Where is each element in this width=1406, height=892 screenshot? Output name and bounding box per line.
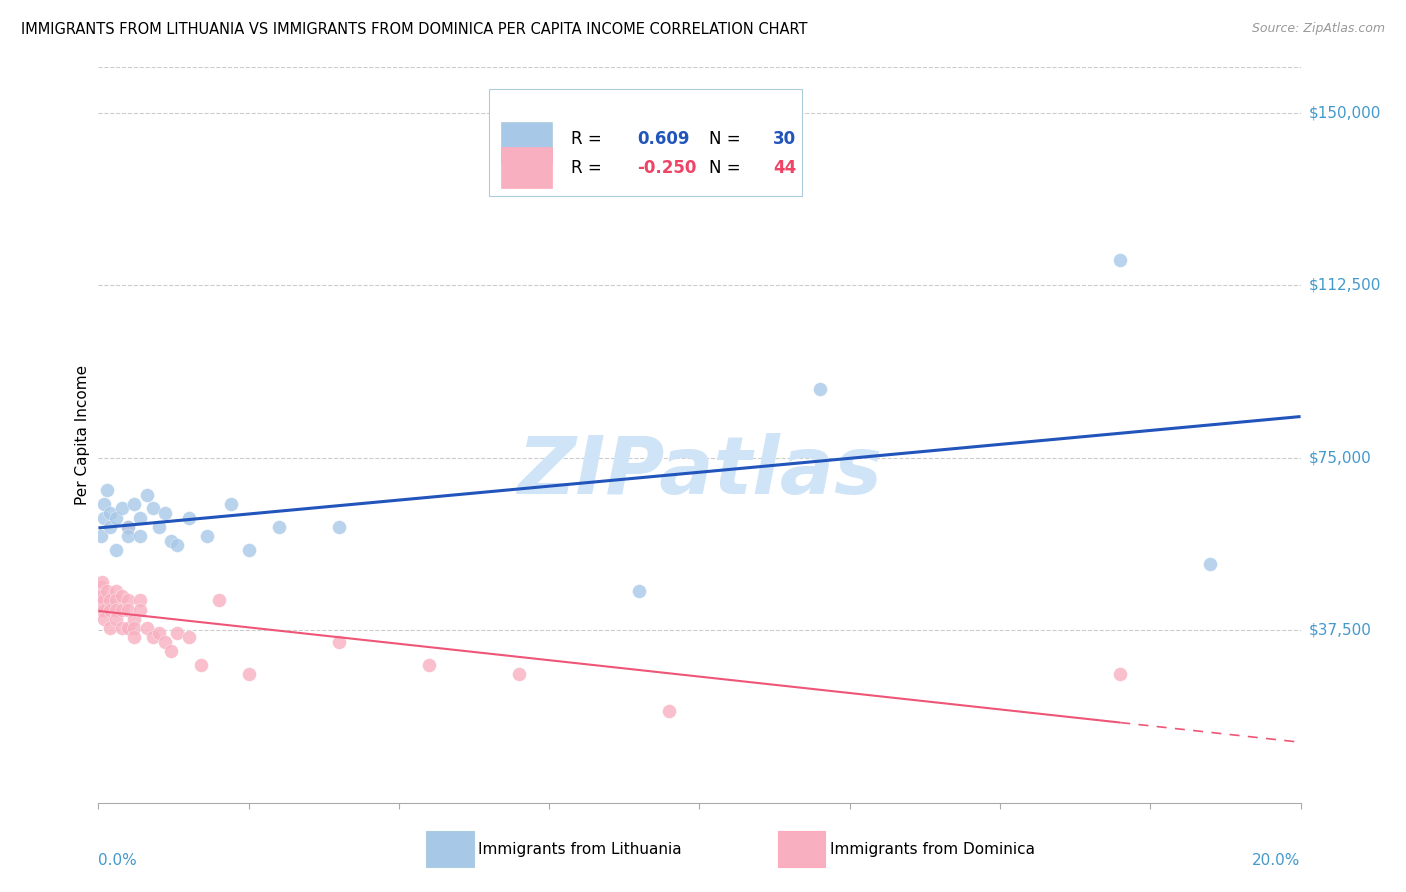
Point bbox=[141, 630, 163, 644]
Point bbox=[90, 589, 112, 603]
Text: 30: 30 bbox=[773, 129, 796, 148]
Point bbox=[105, 510, 128, 524]
Point bbox=[111, 621, 134, 635]
Point bbox=[124, 630, 146, 644]
Text: IMMIGRANTS FROM LITHUANIA VS IMMIGRANTS FROM DOMINICA PER CAPITA INCOME CORRELAT: IMMIGRANTS FROM LITHUANIA VS IMMIGRANTS … bbox=[21, 22, 807, 37]
Point bbox=[100, 621, 122, 635]
Point bbox=[808, 382, 831, 396]
Y-axis label: Per Capita Income: Per Capita Income bbox=[75, 365, 90, 505]
Point bbox=[1109, 253, 1132, 268]
Point bbox=[177, 510, 200, 524]
Point bbox=[129, 602, 152, 616]
Text: Immigrants from Lithuania: Immigrants from Lithuania bbox=[478, 842, 682, 856]
Point bbox=[93, 497, 115, 511]
Point bbox=[195, 529, 218, 543]
Point bbox=[117, 529, 139, 543]
Point bbox=[166, 538, 188, 552]
Point bbox=[89, 593, 111, 607]
Point bbox=[105, 593, 128, 607]
Point bbox=[508, 667, 530, 681]
Text: $112,500: $112,500 bbox=[1309, 278, 1381, 293]
FancyBboxPatch shape bbox=[501, 121, 551, 163]
Point bbox=[267, 520, 290, 534]
Text: 44: 44 bbox=[773, 159, 796, 177]
Text: Source: ZipAtlas.com: Source: ZipAtlas.com bbox=[1251, 22, 1385, 36]
Point bbox=[159, 533, 181, 548]
Point bbox=[111, 602, 134, 616]
Point bbox=[124, 612, 146, 626]
Text: Immigrants from Dominica: Immigrants from Dominica bbox=[830, 842, 1035, 856]
Point bbox=[190, 657, 212, 672]
Point bbox=[100, 602, 122, 616]
Point bbox=[117, 593, 139, 607]
Point bbox=[117, 520, 139, 534]
FancyBboxPatch shape bbox=[501, 147, 551, 188]
Point bbox=[153, 506, 176, 520]
Point bbox=[219, 497, 242, 511]
Text: 0.0%: 0.0% bbox=[98, 854, 138, 869]
Point bbox=[100, 593, 122, 607]
Point bbox=[93, 612, 115, 626]
Point bbox=[1199, 557, 1222, 571]
Text: 0.609: 0.609 bbox=[637, 129, 689, 148]
Point bbox=[129, 529, 152, 543]
Point bbox=[328, 520, 350, 534]
Point bbox=[177, 630, 200, 644]
Point bbox=[90, 529, 112, 543]
Text: 20.0%: 20.0% bbox=[1253, 854, 1301, 869]
Point bbox=[628, 584, 651, 599]
Point bbox=[91, 575, 114, 590]
Point bbox=[238, 667, 260, 681]
Point bbox=[96, 483, 118, 497]
Point bbox=[111, 589, 134, 603]
Text: $75,000: $75,000 bbox=[1309, 450, 1372, 466]
Text: R =: R = bbox=[571, 129, 607, 148]
Point bbox=[124, 497, 146, 511]
Point bbox=[141, 501, 163, 516]
Point bbox=[105, 542, 128, 557]
FancyBboxPatch shape bbox=[489, 89, 801, 195]
Point bbox=[93, 593, 115, 607]
Text: $37,500: $37,500 bbox=[1309, 623, 1372, 638]
Point bbox=[148, 625, 170, 640]
Text: N =: N = bbox=[709, 159, 747, 177]
Point bbox=[93, 510, 115, 524]
Point bbox=[238, 542, 260, 557]
Point bbox=[418, 657, 440, 672]
Text: ZIPatlas: ZIPatlas bbox=[517, 433, 882, 510]
Point bbox=[90, 602, 112, 616]
Point bbox=[135, 488, 157, 502]
Point bbox=[90, 580, 112, 594]
Point bbox=[117, 602, 139, 616]
Point bbox=[166, 625, 188, 640]
Point bbox=[105, 584, 128, 599]
Point bbox=[135, 621, 157, 635]
Point bbox=[100, 520, 122, 534]
Point bbox=[1109, 667, 1132, 681]
Point bbox=[208, 593, 231, 607]
Point bbox=[105, 612, 128, 626]
Point bbox=[117, 520, 139, 534]
Point bbox=[93, 602, 115, 616]
Point bbox=[105, 602, 128, 616]
Text: R =: R = bbox=[571, 159, 607, 177]
Point bbox=[129, 510, 152, 524]
Point bbox=[129, 593, 152, 607]
Text: N =: N = bbox=[709, 129, 747, 148]
Point bbox=[100, 506, 122, 520]
Point bbox=[124, 621, 146, 635]
Point bbox=[111, 501, 134, 516]
Point bbox=[658, 704, 681, 718]
Text: -0.250: -0.250 bbox=[637, 159, 696, 177]
Point bbox=[148, 520, 170, 534]
Point bbox=[89, 598, 111, 612]
Point bbox=[96, 584, 118, 599]
Point bbox=[159, 644, 181, 658]
Text: $150,000: $150,000 bbox=[1309, 105, 1381, 120]
Point bbox=[117, 621, 139, 635]
Point bbox=[153, 635, 176, 649]
Point bbox=[328, 635, 350, 649]
